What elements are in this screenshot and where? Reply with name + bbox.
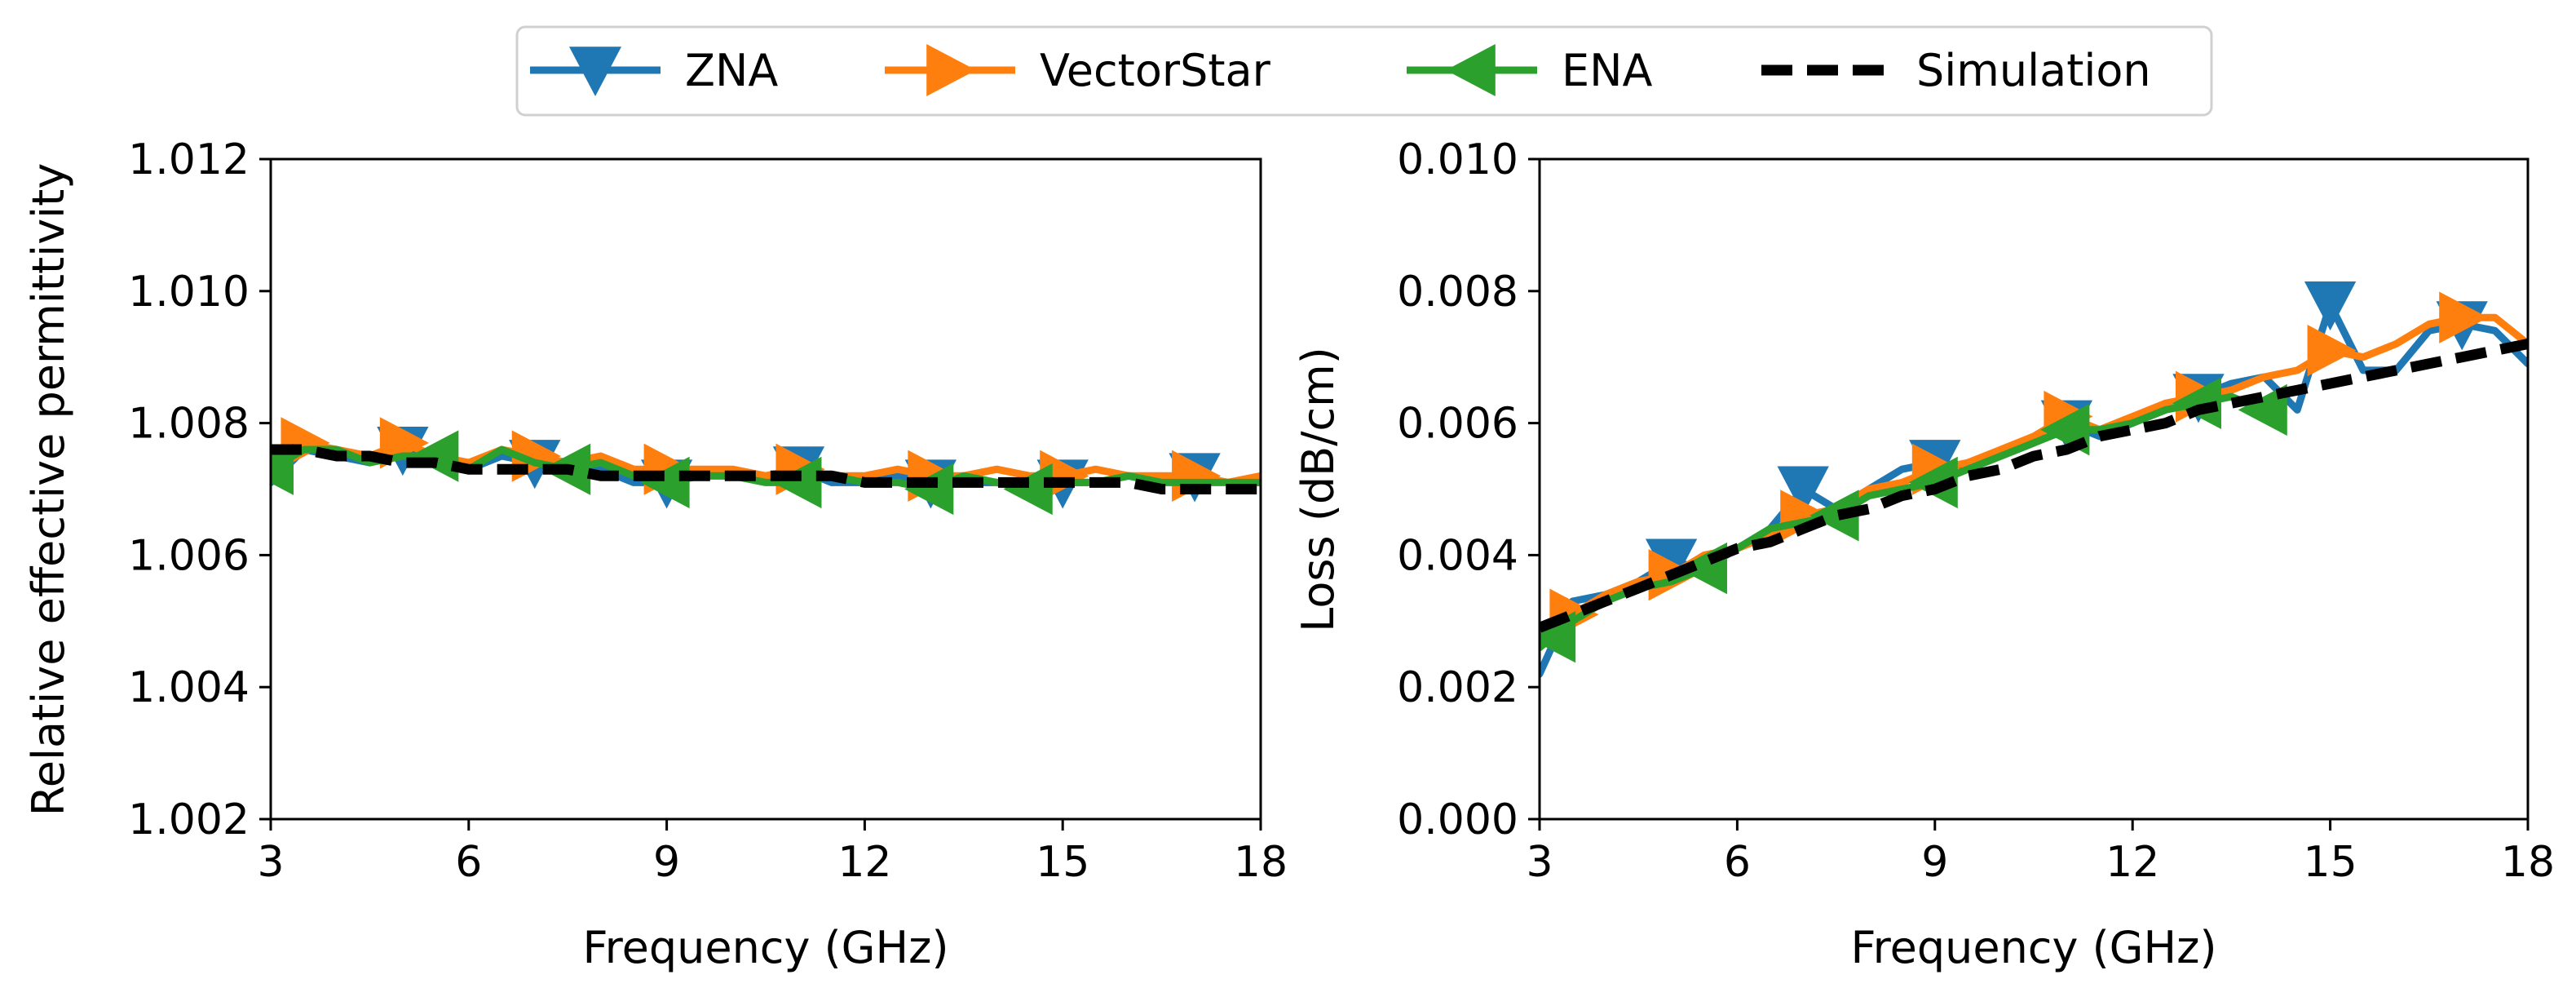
loss-x-tick-label: 12 xyxy=(2105,838,2159,887)
legend-item-zna: ZNA xyxy=(530,45,778,96)
loss-series-simulation-line xyxy=(1540,339,2528,633)
permittivity-y-tick-label: 1.006 xyxy=(128,531,250,580)
loss-y-tick-label: 0.004 xyxy=(1397,531,1518,580)
permittivity-y-axis-title: Relative effective permittivity xyxy=(23,163,74,817)
loss-x-tick-label: 15 xyxy=(2304,838,2357,887)
permittivity-x-tick-label: 9 xyxy=(653,838,680,887)
permittivity-x-tick-label: 12 xyxy=(837,838,891,887)
loss-y-axis-title: Loss (dB/cm) xyxy=(1292,347,1344,632)
loss-y-tick-label: 0.002 xyxy=(1397,663,1518,712)
loss-y-tick-label: 0.008 xyxy=(1397,268,1518,317)
legend-item-simulation: Simulation xyxy=(1761,45,2151,96)
permittivity-y-tick-label: 1.010 xyxy=(128,268,250,317)
legend-ena-marker xyxy=(1446,44,1496,96)
loss-x-tick-label: 18 xyxy=(2501,838,2555,887)
loss-y-tick-label: 0.006 xyxy=(1397,400,1518,449)
loss-x-tick-label: 9 xyxy=(1921,838,1948,887)
permittivity-y-tick-label: 1.008 xyxy=(128,400,250,449)
loss-series-vectorstar-marker xyxy=(2439,291,2489,343)
permittivity-series-ena-marker xyxy=(409,430,459,482)
permittivity-x-axis-title: Frequency (GHz) xyxy=(582,922,948,973)
permittivity-plot-frame xyxy=(269,157,1262,821)
permittivity-plot-area xyxy=(271,417,1261,516)
permittivity-series-ena-marker xyxy=(772,456,822,509)
permittivity-x-tick-label: 15 xyxy=(1036,838,1089,887)
permittivity-x-tick-label: 3 xyxy=(257,838,284,887)
loss-chart: 3 6 9 12 15 18 0.000 0.002 0.004 0.006 0.008 0.010… xyxy=(1292,135,2555,973)
legend-zna-label: ZNA xyxy=(685,45,778,96)
permittivity-x-ticks: 3 6 9 12 15 18 xyxy=(257,819,1288,887)
legend-items: ZNA VectorStar ENA Simulation xyxy=(530,44,2151,96)
loss-series-zna-marker xyxy=(2304,281,2357,331)
permittivity-x-tick-label: 6 xyxy=(455,838,482,887)
permittivity-series-ena-marker xyxy=(1003,463,1053,516)
permittivity-series-ena-marker xyxy=(904,463,954,516)
legend-ena-label: ENA xyxy=(1562,45,1653,96)
loss-x-axis-title: Frequency (GHz) xyxy=(1850,922,2216,973)
permittivity-series-ena-marker xyxy=(640,456,690,509)
loss-plot-area xyxy=(1540,281,2528,678)
loss-series-vectorstar-marker xyxy=(2307,324,2357,377)
loss-x-ticks: 3 6 9 12 15 18 xyxy=(1526,819,2555,887)
permittivity-y-ticks: 1.002 1.004 1.006 1.008 1.010 1.012 xyxy=(128,135,271,844)
legend-item-vectorstar: VectorStar xyxy=(885,44,1271,96)
legend-zna-marker xyxy=(569,47,621,96)
loss-y-ticks: 0.000 0.002 0.004 0.006 0.008 0.010 xyxy=(1397,135,1540,844)
permittivity-y-tick-label: 1.002 xyxy=(128,795,250,844)
legend-simulation-label: Simulation xyxy=(1916,45,2151,96)
loss-x-tick-label: 6 xyxy=(1724,838,1751,887)
permittivity-x-tick-label: 18 xyxy=(1234,838,1288,887)
legend-vectorstar-label: VectorStar xyxy=(1040,45,1271,96)
permittivity-series-simulation-line xyxy=(271,444,1261,494)
permittivity-chart: 3 6 9 12 15 18 1.002 1.004 1.006 1.008 1.010 1.012… xyxy=(23,135,1288,973)
legend: ZNA VectorStar ENA Simulation xyxy=(515,25,2213,117)
loss-y-tick-label: 0.000 xyxy=(1397,795,1518,844)
loss-series-ena-marker xyxy=(2238,383,2287,436)
loss-y-tick-label: 0.010 xyxy=(1397,135,1518,184)
permittivity-series-ena-marker xyxy=(271,443,294,495)
permittivity-y-tick-label: 1.004 xyxy=(128,663,250,712)
legend-frame xyxy=(515,25,2213,117)
loss-plot-frame xyxy=(1538,157,2530,821)
legend-vectorstar-marker xyxy=(926,44,976,96)
loss-series-ena-line xyxy=(1540,392,2269,652)
loss-series-zna-marker xyxy=(1777,466,1829,516)
permittivity-y-tick-label: 1.012 xyxy=(128,135,250,184)
legend-item-ena: ENA xyxy=(1407,44,1653,96)
loss-x-tick-label: 3 xyxy=(1526,838,1553,887)
